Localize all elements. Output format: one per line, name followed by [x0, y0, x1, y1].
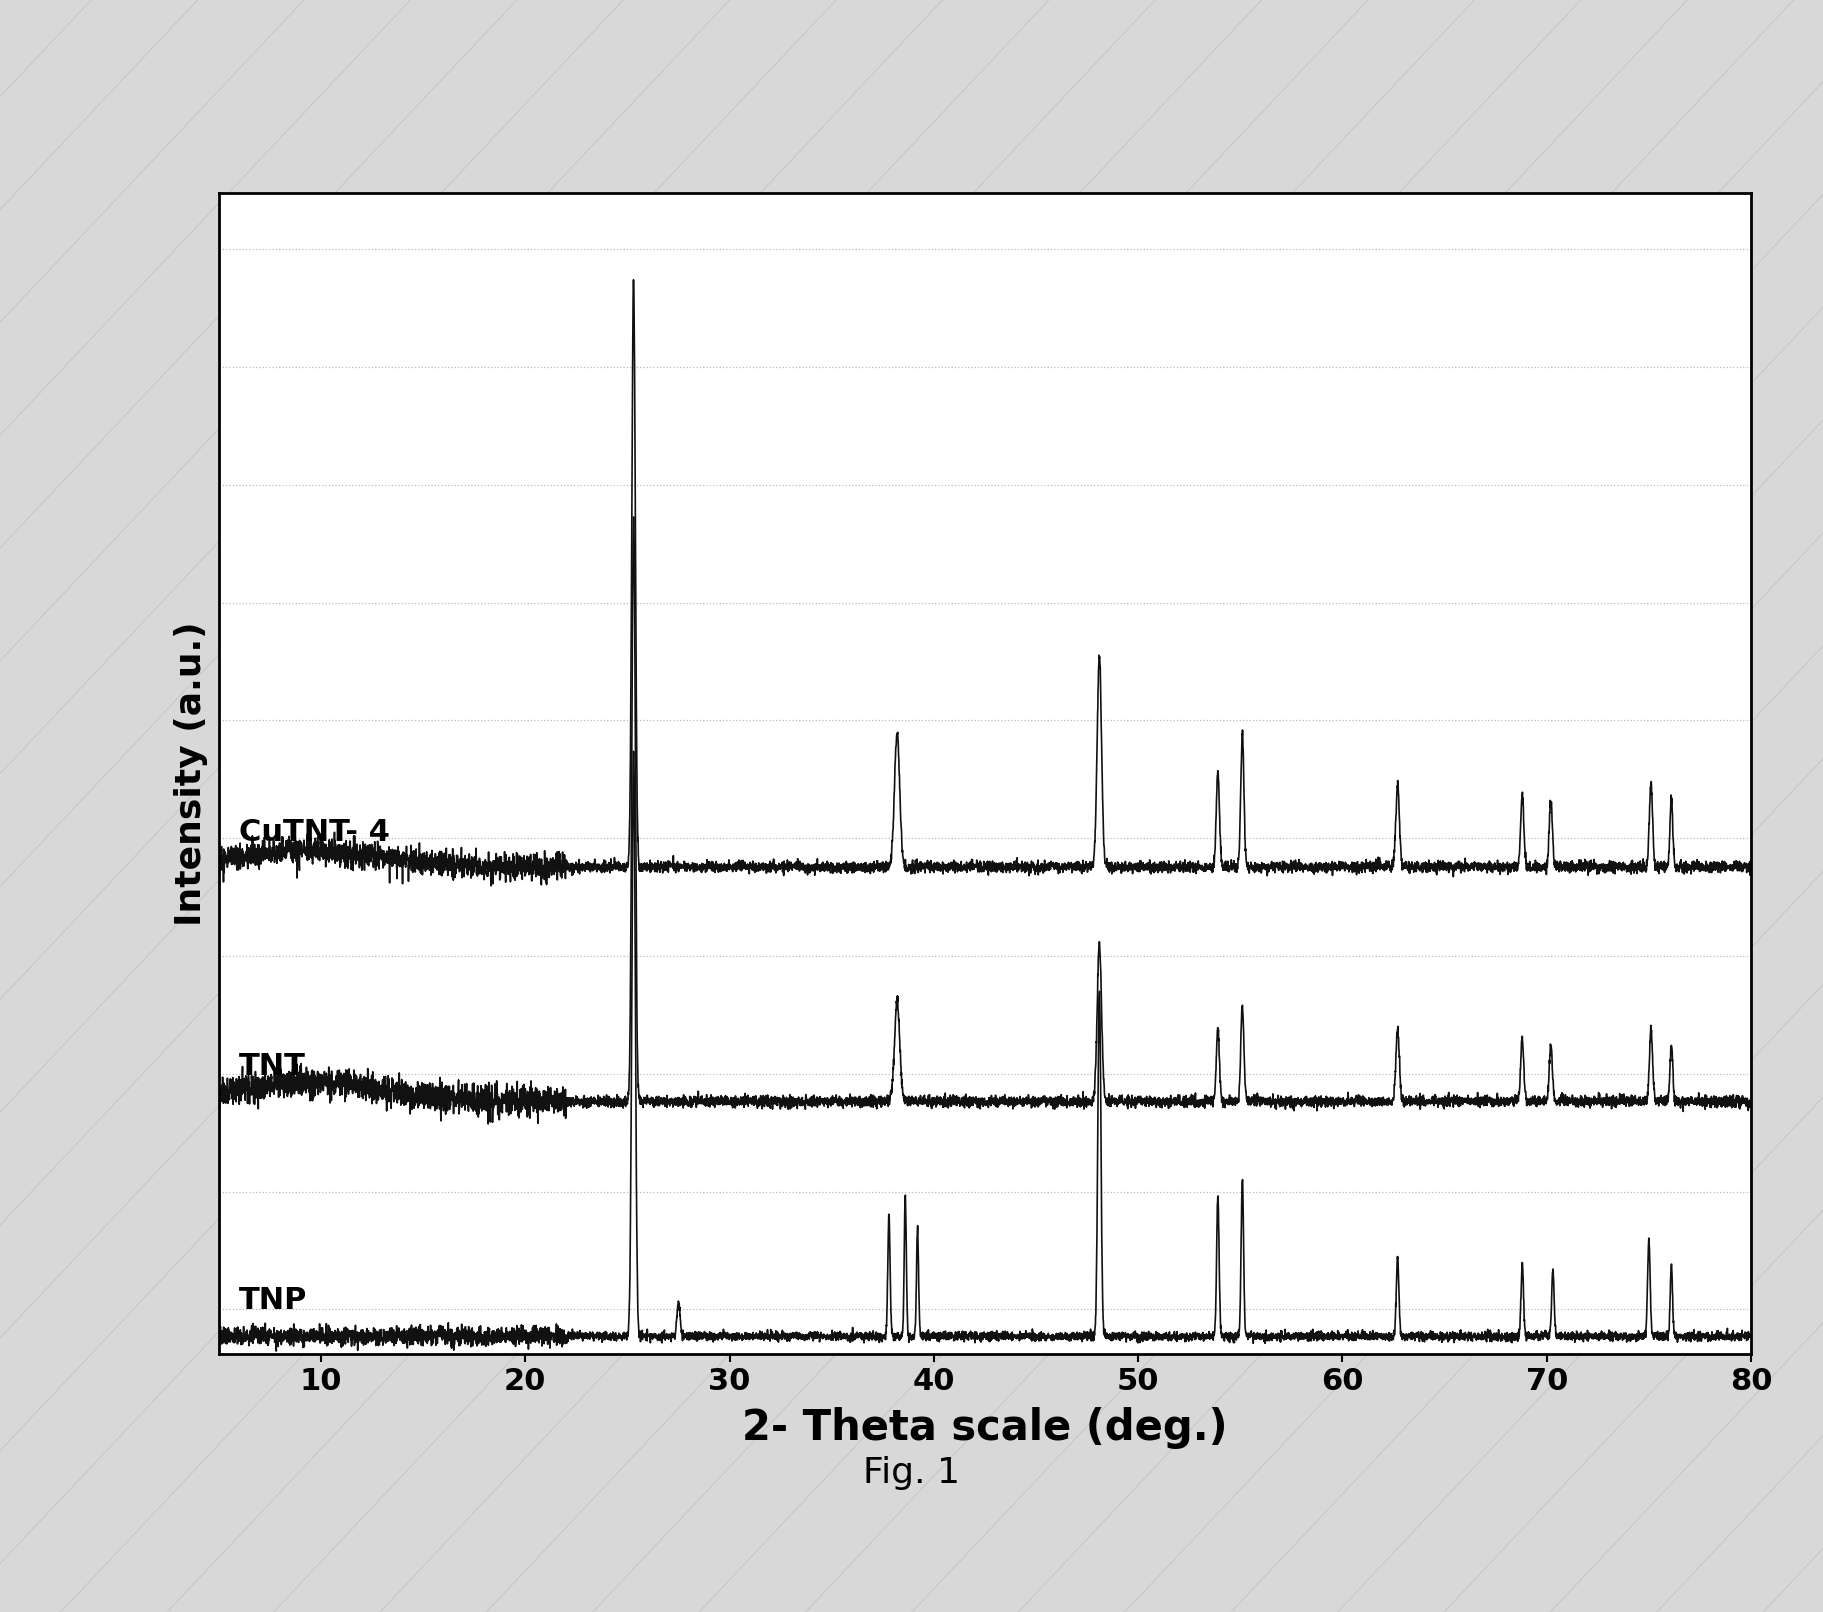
- Text: CuTNT- 4: CuTNT- 4: [239, 817, 390, 846]
- Text: TNT: TNT: [239, 1053, 306, 1082]
- X-axis label: 2- Theta scale (deg.): 2- Theta scale (deg.): [742, 1407, 1227, 1449]
- Y-axis label: Intensity (a.u.): Intensity (a.u.): [173, 622, 208, 925]
- Text: Fig. 1: Fig. 1: [862, 1456, 961, 1489]
- Text: TNP: TNP: [239, 1286, 308, 1315]
